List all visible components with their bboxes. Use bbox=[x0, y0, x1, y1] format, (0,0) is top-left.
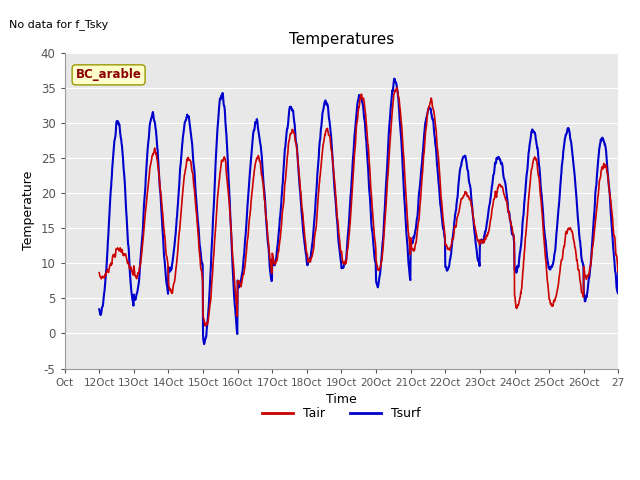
Tair bbox=[95, 270, 103, 276]
Y-axis label: Temperature: Temperature bbox=[22, 171, 35, 250]
Tair bbox=[393, 85, 401, 91]
Line: Tair: Tair bbox=[99, 88, 640, 326]
Text: BC_arable: BC_arable bbox=[76, 68, 141, 82]
Line: Tsurf: Tsurf bbox=[99, 79, 640, 344]
Tair bbox=[588, 249, 596, 255]
Tsurf bbox=[200, 341, 208, 347]
Tair bbox=[351, 144, 359, 150]
Tsurf bbox=[182, 117, 189, 123]
Tair bbox=[202, 323, 209, 329]
Tsurf bbox=[351, 126, 359, 132]
X-axis label: Time: Time bbox=[326, 393, 357, 406]
Tsurf bbox=[362, 132, 369, 137]
Tsurf bbox=[588, 242, 596, 248]
Title: Temperatures: Temperatures bbox=[289, 32, 394, 47]
Tsurf bbox=[390, 76, 398, 82]
Tair bbox=[507, 222, 515, 228]
Tsurf bbox=[95, 306, 103, 312]
Legend: Tair, Tsurf: Tair, Tsurf bbox=[257, 402, 426, 425]
Tair bbox=[362, 112, 369, 118]
Tsurf bbox=[507, 222, 515, 228]
Tair bbox=[182, 166, 189, 171]
Text: No data for f_Tsky: No data for f_Tsky bbox=[9, 19, 108, 30]
